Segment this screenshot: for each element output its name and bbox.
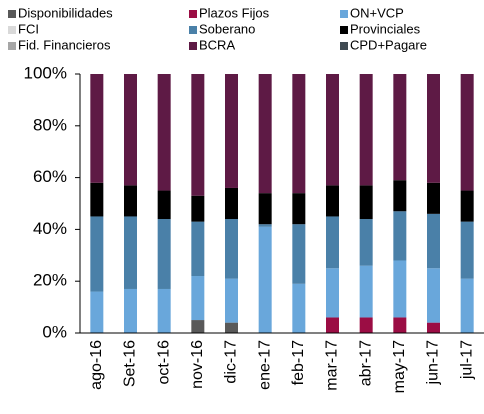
legend-label: Soberano xyxy=(199,21,255,36)
legend-swatch xyxy=(340,42,348,50)
bar-segment xyxy=(90,74,104,183)
bar-segment xyxy=(359,219,373,266)
legend-swatch xyxy=(189,10,197,18)
legend-label: Provinciales xyxy=(350,21,421,36)
bar-segment xyxy=(326,216,339,269)
legend-swatch xyxy=(8,26,16,34)
bar-segment xyxy=(225,322,238,333)
bar-segment xyxy=(460,221,474,279)
bar-segment xyxy=(393,180,407,212)
y-tick-label: 80% xyxy=(33,115,67,134)
bar-segment xyxy=(124,74,137,186)
x-tick-label: ene-17 xyxy=(256,340,273,390)
legend-label: ON+VCP xyxy=(350,5,404,20)
x-tick-label: jun-17 xyxy=(425,340,442,386)
y-tick-label: 100% xyxy=(24,63,67,82)
bar-segment xyxy=(427,268,440,323)
bar-segment xyxy=(359,265,373,318)
bar-segment xyxy=(427,74,440,183)
bar-segment xyxy=(157,190,171,220)
bar-segment xyxy=(124,288,137,333)
y-tick-label: 0% xyxy=(42,322,67,341)
bar-segment xyxy=(292,193,306,225)
bar-segment xyxy=(225,74,238,188)
legend-swatch xyxy=(8,42,16,50)
bar-segment xyxy=(258,193,272,225)
bar-segment xyxy=(326,74,339,186)
bar-segment xyxy=(393,317,407,333)
x-tick-label: nov-16 xyxy=(189,340,206,389)
bar-segment xyxy=(393,211,407,261)
bar-segment xyxy=(326,185,339,217)
legend-label: Fid. Financieros xyxy=(18,37,111,52)
bar-segment xyxy=(191,74,205,196)
legend-label: BCRA xyxy=(199,37,235,52)
x-tick-label: mar-17 xyxy=(324,340,341,391)
bar-segment xyxy=(326,268,339,318)
bar-segment xyxy=(157,74,171,191)
legend-swatch xyxy=(340,10,348,18)
y-tick-label: 20% xyxy=(33,271,67,290)
x-tick-label: oct-16 xyxy=(155,340,172,385)
bar-segment xyxy=(460,278,474,333)
legend-swatch xyxy=(8,10,16,18)
bar-segment xyxy=(359,74,373,186)
legend-swatch xyxy=(340,26,348,34)
x-tick-label: jul-17 xyxy=(458,340,475,380)
bar-segment xyxy=(359,317,373,333)
bar-segment xyxy=(225,278,238,323)
bar-segment xyxy=(258,224,272,227)
x-tick-label: feb-17 xyxy=(290,340,307,385)
bar-segment xyxy=(191,276,205,321)
bar-segment xyxy=(191,320,205,333)
x-tick-label: may-17 xyxy=(391,340,408,393)
bar-segment xyxy=(157,288,171,333)
legend-label: Disponibilidades xyxy=(18,5,113,20)
bar-segment xyxy=(90,182,104,217)
bar-segment xyxy=(292,224,306,284)
bar-segment xyxy=(258,226,272,333)
bar-segment xyxy=(393,74,407,181)
bar-segment xyxy=(359,185,373,220)
bar-segment xyxy=(393,260,407,318)
legend-label: CPD+Pagare xyxy=(350,37,427,52)
bar-segment xyxy=(427,182,440,214)
bar-segment xyxy=(427,322,440,333)
bar-segment xyxy=(90,291,104,333)
legend-swatch xyxy=(189,26,197,34)
bar-segment xyxy=(124,185,137,217)
bar-segment xyxy=(258,74,272,194)
bar-segment xyxy=(460,74,474,191)
bar-segment xyxy=(225,219,238,279)
bar-segment xyxy=(191,195,205,222)
bar-segment xyxy=(326,317,339,333)
bar-segment xyxy=(191,221,205,277)
bar-segment xyxy=(124,216,137,289)
bar-segment xyxy=(225,187,238,220)
bar-segment xyxy=(292,74,306,194)
bar-segment xyxy=(157,219,171,289)
y-tick-label: 60% xyxy=(33,167,67,186)
y-tick-label: 40% xyxy=(33,219,67,238)
x-tick-label: ago-16 xyxy=(88,340,105,390)
legend-label: FCI xyxy=(18,21,39,36)
x-tick-label: dic-17 xyxy=(223,340,240,384)
bar-segment xyxy=(427,213,440,269)
x-tick-label: abr-17 xyxy=(357,340,374,386)
bar-segment xyxy=(460,190,474,222)
bar-segment xyxy=(292,283,306,333)
legend-label: Plazos Fijos xyxy=(199,5,270,20)
x-tick-label: Set-16 xyxy=(122,340,139,387)
bar-segment xyxy=(90,216,104,292)
legend-swatch xyxy=(189,42,197,50)
